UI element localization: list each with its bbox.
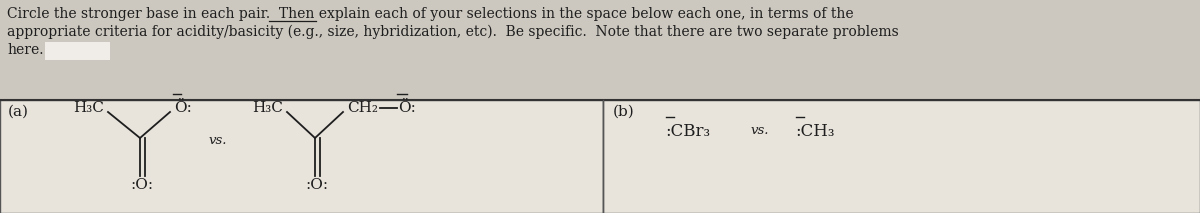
Text: :CBr₃: :CBr₃ (665, 122, 710, 140)
Text: vs.: vs. (209, 134, 227, 147)
Text: (a): (a) (8, 105, 29, 119)
Bar (46, 42, 110, 60)
Text: :O:: :O: (131, 178, 154, 192)
Text: CH₂: CH₂ (347, 101, 378, 115)
Text: :O:: :O: (306, 178, 329, 192)
Text: appropriate criteria for acidity/basicity (e.g., size, hybridization, etc).  Be : appropriate criteria for acidity/basicit… (7, 25, 899, 39)
Text: Ö:: Ö: (398, 101, 416, 115)
Text: (b): (b) (613, 105, 635, 119)
Text: here.: here. (7, 43, 43, 57)
Bar (604, 100, 1200, 213)
Bar (0, 100, 604, 213)
Text: Circle the stronger base in each pair.  Then explain each of your selections in : Circle the stronger base in each pair. T… (7, 7, 853, 21)
Text: Ö:: Ö: (174, 101, 192, 115)
Text: vs.: vs. (751, 125, 769, 138)
Text: H₃C: H₃C (252, 101, 283, 115)
Text: :CH₃: :CH₃ (796, 122, 834, 140)
Text: H₃C: H₃C (73, 101, 104, 115)
